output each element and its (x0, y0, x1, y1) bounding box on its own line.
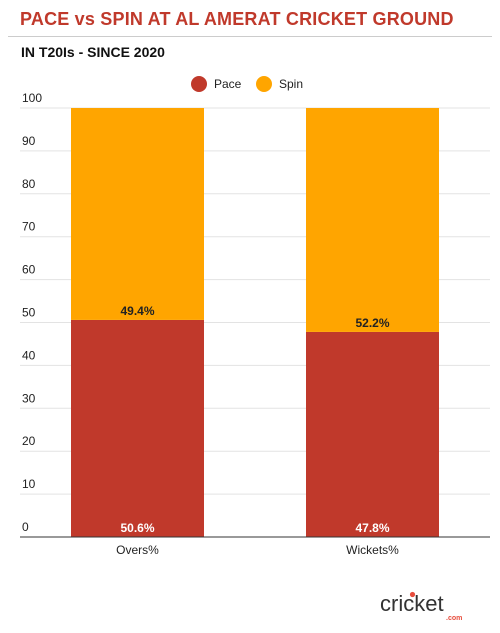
stacked-bar-chart: 0 10 20 30 40 50 60 70 80 90 100 50.6% 49.4% Overs% 47… (20, 76, 490, 557)
title-divider (8, 36, 492, 37)
legend-marker-spin (256, 76, 272, 92)
logo-suffix: .com (446, 615, 462, 622)
data-label-spin: 49.4% (120, 304, 154, 318)
cricket-com-logo: cricket .com (380, 591, 462, 622)
x-tick-label: Overs% (116, 543, 159, 557)
bar-pace (71, 319, 204, 537)
y-tick-label: 80 (22, 177, 36, 191)
y-tick-label: 100 (22, 91, 42, 105)
y-tick-label: 50 (22, 306, 36, 320)
y-tick-label: 40 (22, 348, 36, 362)
y-tick-label: 90 (22, 134, 36, 148)
data-label-pace: 47.8% (355, 521, 389, 535)
chart-title: PACE vs SPIN AT AL AMERAT CRICKET GROUND (20, 9, 454, 29)
legend-marker-pace (191, 76, 207, 92)
data-label-spin: 52.2% (355, 316, 389, 330)
bar-spin (306, 108, 439, 332)
logo-dot-icon (409, 591, 416, 598)
y-tick-label: 30 (22, 391, 36, 405)
y-tick-label: 60 (22, 263, 36, 277)
legend-label: Spin (279, 77, 303, 91)
bar-spin (71, 108, 204, 320)
bar-pace (306, 331, 439, 537)
legend-label: Pace (214, 77, 242, 91)
y-tick-label: 10 (22, 477, 36, 491)
x-tick-label: Wickets% (346, 543, 399, 557)
y-tick-label: 20 (22, 434, 36, 448)
y-tick-label: 70 (22, 220, 36, 234)
data-label-pace: 50.6% (120, 521, 154, 535)
chart-subtitle: IN T20Is - SINCE 2020 (21, 44, 165, 60)
y-tick-label: 0 (22, 520, 29, 534)
